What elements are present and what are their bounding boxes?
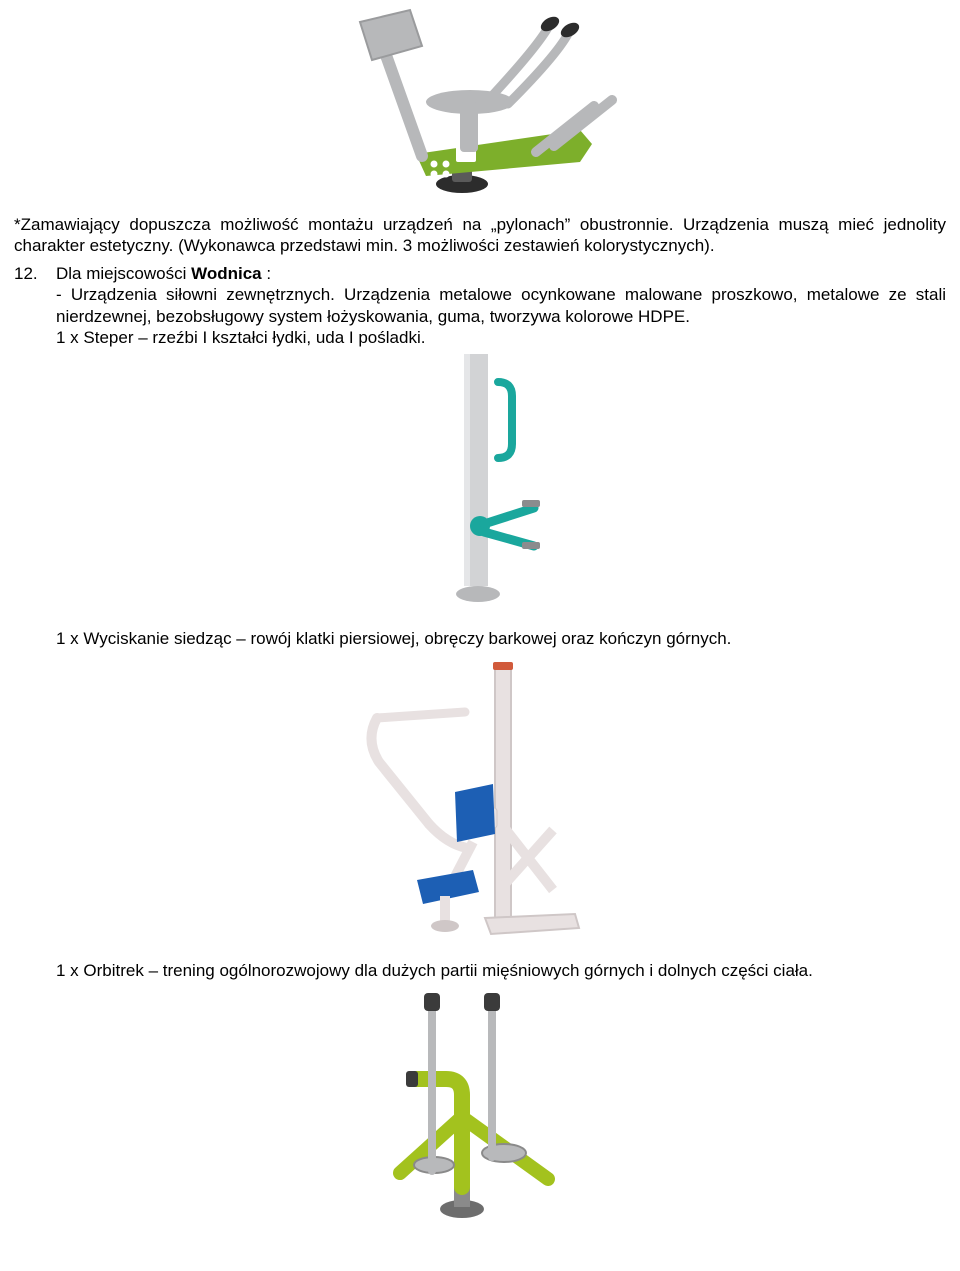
steper-illustration [420,354,540,614]
orbitrek-illustration [380,987,580,1227]
document-page: *Zamawiający dopuszcza możliwość montażu… [0,4,960,1271]
item-12-line1b: : [262,264,271,283]
press-illustration [355,656,605,946]
item-12-body: Dla miejscowości Wodnica : - Urządzenia … [56,263,946,349]
item-12-line1a: Dla miejscowości [56,264,191,283]
item-12-location: Wodnica [191,264,262,283]
figure-orbitrek [14,987,946,1227]
rower-illustration [340,4,620,200]
figure-rower [14,4,946,200]
figure-steper [14,354,946,614]
item-12-line2: - Urządzenia siłowni zewnętrznych. Urząd… [56,285,946,325]
figure-press [14,656,946,946]
item-number: 12. [14,263,56,349]
orbitrek-paragraph: 1 x Orbitrek – trening ogólnorozwojowy d… [14,960,946,981]
press-paragraph: 1 x Wyciskanie siedząc – rowój klatki pi… [14,628,946,649]
note-pylons: *Zamawiający dopuszcza możliwość montażu… [14,214,946,257]
item-12-line3: 1 x Steper – rzeźbi I kształci łydki, ud… [56,328,425,347]
item-12: 12. Dla miejscowości Wodnica : - Urządze… [14,263,946,349]
